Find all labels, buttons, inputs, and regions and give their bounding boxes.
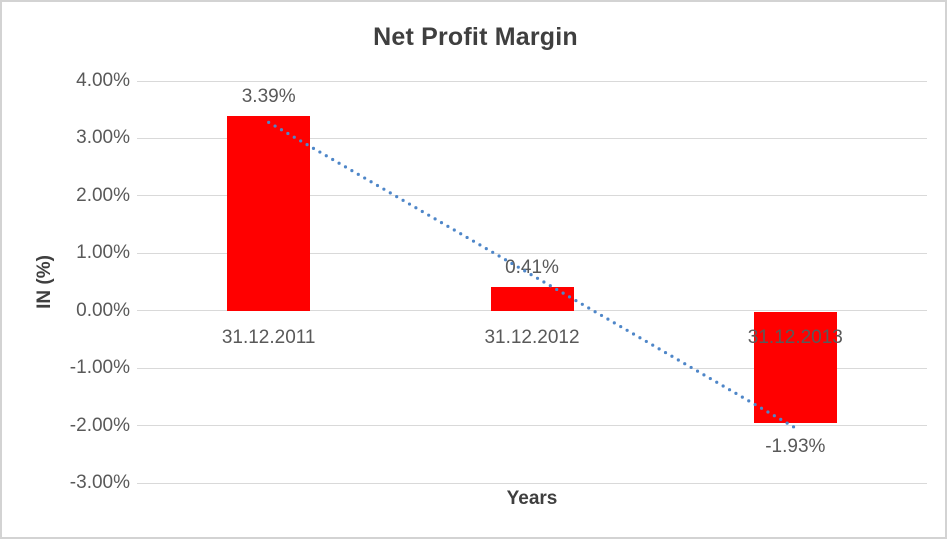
gridline xyxy=(137,482,927,484)
bar xyxy=(490,287,574,311)
y-tick-label: 3.00% xyxy=(76,127,130,149)
y-tick-label: -3.00% xyxy=(69,472,130,493)
category-label: 31.12.2013 xyxy=(747,326,843,348)
y-tick-label: 0.00% xyxy=(76,299,130,321)
bar xyxy=(227,116,311,311)
gridline xyxy=(137,80,927,82)
category-label: 31.12.2011 xyxy=(221,326,316,348)
y-tick-label: -2.00% xyxy=(69,414,130,436)
data-label: 0.41% xyxy=(505,257,559,279)
y-tick-label: 1.00% xyxy=(76,242,130,264)
data-label: 3.39% xyxy=(241,86,296,108)
category-label: 31.12.2012 xyxy=(484,326,580,348)
gridline xyxy=(137,425,927,427)
y-tick-label: -1.00% xyxy=(69,357,130,379)
data-label: -1.93% xyxy=(765,435,826,457)
y-tick-label: 2.00% xyxy=(76,184,130,206)
chart-title: Net Profit Margin xyxy=(373,23,578,51)
y-tick-label: 4.00% xyxy=(76,70,130,91)
x-axis-title: Years xyxy=(506,488,558,509)
